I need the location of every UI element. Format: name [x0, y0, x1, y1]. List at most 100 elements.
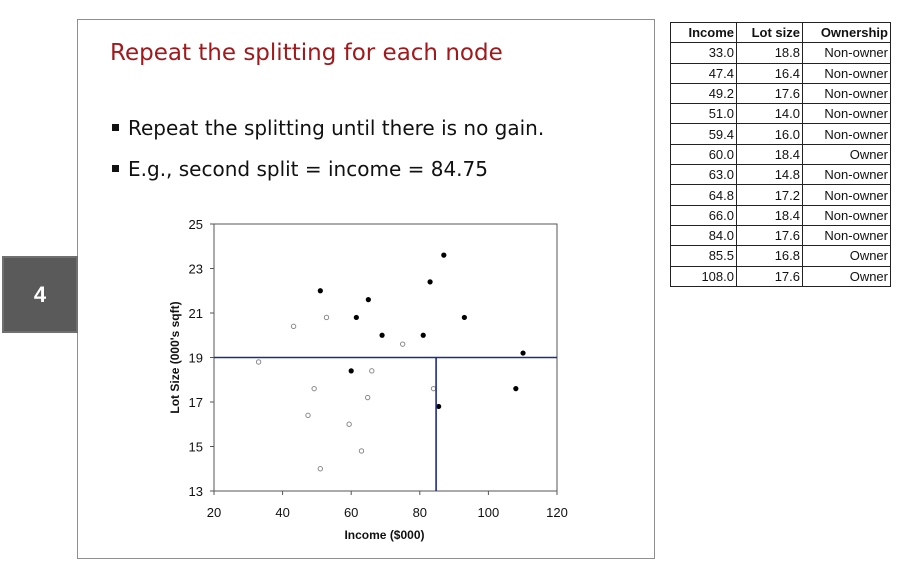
x-tick-label: 40	[275, 505, 289, 520]
column-header: Income	[670, 21, 737, 44]
square-bullet-icon	[112, 124, 119, 131]
table-cell: Non-owner	[802, 42, 891, 64]
table-cell: Non-owner	[802, 82, 891, 105]
table-cell: 64.8	[670, 184, 737, 206]
table-cell: 14.0	[736, 103, 803, 125]
table-cell: Non-owner	[802, 103, 891, 125]
slide: Repeat the splitting for each node Repea…	[77, 19, 655, 559]
table-cell: 16.0	[736, 123, 803, 145]
data-point	[365, 297, 371, 303]
bullet-item: E.g., second split = income = 84.75	[112, 158, 544, 180]
table-row: 33.0 18.8 Non-owner	[670, 42, 891, 64]
data-point	[317, 466, 324, 472]
column-header: Lot size	[736, 21, 803, 44]
data-point	[379, 332, 385, 338]
table-row: 63.0 14.8 Non-owner	[670, 164, 891, 186]
bullet-text: E.g., second split = income = 84.75	[128, 157, 488, 181]
table-cell: Non-owner	[802, 184, 891, 206]
table-cell: 85.5	[670, 245, 737, 267]
x-axis-label: Income ($000)	[344, 528, 424, 542]
data-point	[430, 385, 437, 392]
x-tick-label: 100	[478, 505, 500, 520]
table-cell: Non-owner	[802, 123, 891, 145]
data-point	[369, 368, 375, 374]
table-cell: 16.4	[736, 62, 803, 84]
x-tick-label: 60	[344, 505, 358, 520]
table-row: 60.0 18.4 Owner	[670, 143, 891, 166]
table-row: 47.4 16.4 Non-owner	[670, 62, 891, 84]
data-point	[305, 412, 311, 419]
table-cell: 60.0	[670, 143, 737, 166]
table-cell: 47.4	[670, 62, 737, 84]
slide-title: Repeat the splitting for each node	[110, 40, 503, 66]
y-tick-label: 21	[189, 306, 203, 321]
data-point	[420, 332, 426, 338]
table-row: 66.0 18.4 Non-owner	[670, 204, 891, 226]
bullet-list: Repeat the splitting until there is no g…	[112, 117, 544, 180]
table-cell: 18.4	[736, 204, 803, 226]
data-point	[323, 314, 330, 321]
y-tick-label: 15	[189, 440, 203, 455]
table-cell: 18.8	[736, 42, 803, 64]
data-point	[346, 421, 352, 427]
table-row: 85.5 16.8 Owner	[670, 245, 891, 267]
bullet-text: Repeat the splitting until there is no g…	[128, 116, 545, 140]
table-cell: 66.0	[670, 204, 737, 226]
data-point	[255, 359, 262, 365]
scatter-chart: 20 40 60 80 100 120 13 15 17 19 21 23 25 Income ($000…	[168, 217, 568, 542]
table-cell: Non-owner	[802, 224, 891, 247]
table-row: 49.2 17.6 Non-owner	[670, 82, 891, 105]
table-cell: 59.4	[670, 123, 737, 145]
table-cell: 108.0	[670, 265, 737, 287]
y-tick-label: 25	[189, 217, 203, 232]
data-point	[461, 314, 467, 321]
bullet-item: Repeat the splitting until there is no g…	[112, 117, 544, 139]
table-cell: Non-owner	[802, 62, 891, 84]
y-tick-label: 13	[189, 484, 203, 499]
table-cell: 14.8	[736, 164, 803, 186]
page-number-badge: 4	[2, 256, 78, 333]
column-header: Ownership	[802, 21, 891, 44]
table-cell: 18.4	[736, 143, 803, 166]
table-row: 84.0 17.6 Non-owner	[670, 224, 891, 247]
y-axis-label: Lot Size (000's sqft)	[168, 301, 182, 413]
table-row: 51.0 14.0 Non-owner	[670, 103, 891, 125]
table-row: 64.8 17.2 Non-owner	[670, 184, 891, 206]
table-cell: 16.8	[736, 245, 803, 267]
table-cell: Owner	[802, 265, 891, 287]
table-cell: Owner	[802, 245, 891, 267]
table-cell: 63.0	[670, 164, 737, 186]
data-point	[290, 323, 297, 330]
data-point	[348, 368, 354, 374]
y-tick-label: 17	[189, 395, 203, 410]
data-point	[436, 403, 442, 410]
table-cell: 17.6	[736, 82, 803, 105]
data-point	[441, 252, 447, 258]
data-point	[427, 279, 433, 285]
data-point	[353, 314, 359, 321]
data-point	[364, 394, 371, 401]
table-cell: 51.0	[670, 103, 737, 125]
data-point	[311, 385, 317, 392]
table-cell: 17.6	[736, 224, 803, 247]
table-cell: 17.6	[736, 265, 803, 287]
data-point	[399, 341, 406, 347]
table-header-row: Income Lot size Ownership	[670, 21, 891, 44]
table-cell: 17.2	[736, 184, 803, 206]
y-tick-label: 19	[189, 351, 203, 366]
table-cell: 33.0	[670, 42, 737, 64]
data-point	[317, 288, 323, 294]
table-cell: Owner	[802, 143, 891, 166]
x-tick-label: 20	[207, 505, 221, 520]
table-row: 59.4 16.0 Non-owner	[670, 123, 891, 145]
data-point	[513, 386, 519, 392]
y-tick-label: 23	[189, 262, 203, 277]
table-row: 108.0 17.6 Owner	[670, 265, 891, 287]
table-cell: Non-owner	[802, 204, 891, 226]
table-cell: 49.2	[670, 82, 737, 105]
table-cell: 84.0	[670, 224, 737, 247]
x-tick-label: 120	[546, 505, 568, 520]
data-point	[358, 448, 365, 454]
square-bullet-icon	[112, 165, 119, 172]
table-cell: Non-owner	[802, 164, 891, 186]
